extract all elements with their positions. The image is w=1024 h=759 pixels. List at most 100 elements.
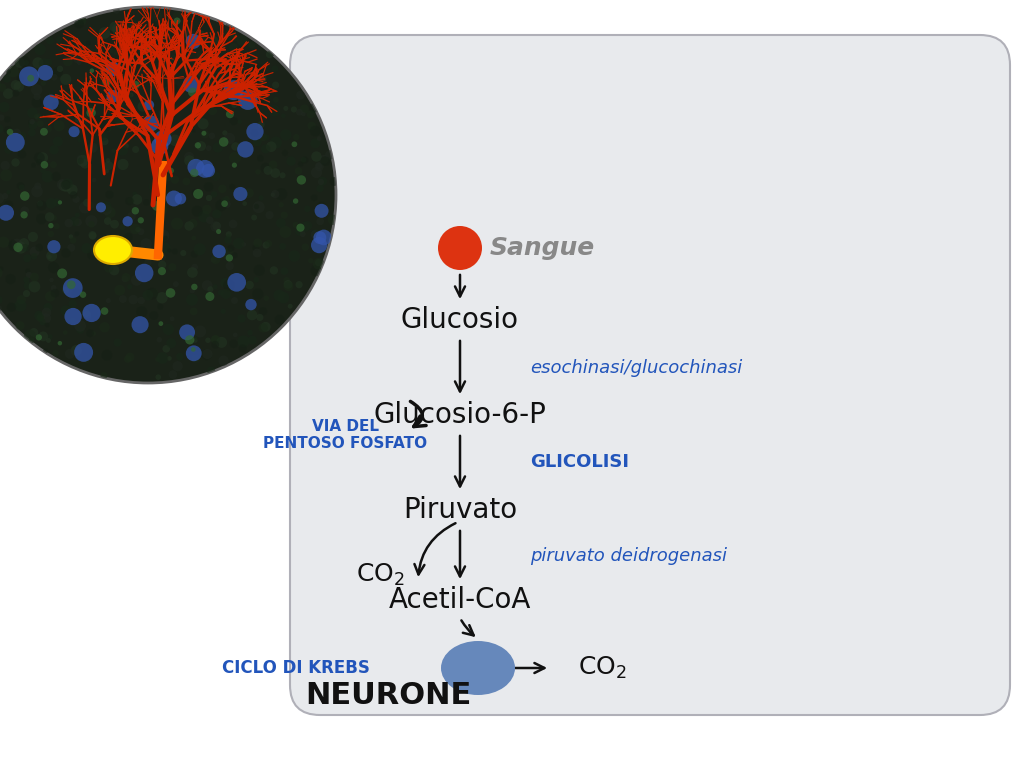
Circle shape xyxy=(31,186,43,197)
Circle shape xyxy=(173,282,179,287)
Circle shape xyxy=(238,119,242,124)
Circle shape xyxy=(132,194,142,205)
Circle shape xyxy=(185,335,195,345)
Circle shape xyxy=(318,177,327,186)
Circle shape xyxy=(171,218,183,230)
Circle shape xyxy=(79,202,91,213)
Circle shape xyxy=(213,222,221,230)
Circle shape xyxy=(251,215,257,220)
Circle shape xyxy=(53,223,59,229)
Circle shape xyxy=(185,345,202,361)
Circle shape xyxy=(13,128,20,137)
Circle shape xyxy=(310,265,322,276)
Circle shape xyxy=(147,115,160,126)
Circle shape xyxy=(316,218,324,225)
Circle shape xyxy=(227,273,246,291)
Circle shape xyxy=(187,267,198,278)
Circle shape xyxy=(4,200,13,209)
Circle shape xyxy=(155,20,161,26)
Circle shape xyxy=(60,305,71,316)
Circle shape xyxy=(4,145,12,154)
Circle shape xyxy=(118,145,128,156)
Circle shape xyxy=(239,90,257,110)
Circle shape xyxy=(167,121,171,124)
Circle shape xyxy=(14,65,18,70)
Circle shape xyxy=(258,74,266,83)
Circle shape xyxy=(261,322,270,332)
Circle shape xyxy=(69,300,77,308)
Circle shape xyxy=(80,159,89,168)
Circle shape xyxy=(151,72,156,77)
Circle shape xyxy=(24,254,31,263)
Circle shape xyxy=(266,51,273,58)
Circle shape xyxy=(106,261,113,266)
Circle shape xyxy=(87,248,98,260)
Circle shape xyxy=(188,124,194,128)
Circle shape xyxy=(300,105,309,113)
Circle shape xyxy=(176,353,183,361)
Circle shape xyxy=(202,131,207,136)
Circle shape xyxy=(30,328,38,337)
Circle shape xyxy=(77,156,82,159)
Circle shape xyxy=(7,65,18,77)
Circle shape xyxy=(29,338,35,343)
Circle shape xyxy=(48,231,54,237)
Circle shape xyxy=(14,241,27,254)
Circle shape xyxy=(222,131,227,136)
Circle shape xyxy=(24,282,32,290)
Circle shape xyxy=(182,178,190,185)
Circle shape xyxy=(115,116,123,125)
Circle shape xyxy=(91,246,101,257)
Circle shape xyxy=(7,303,16,312)
Circle shape xyxy=(119,295,127,303)
Circle shape xyxy=(13,81,24,92)
Circle shape xyxy=(185,34,201,49)
Circle shape xyxy=(258,121,264,128)
Circle shape xyxy=(67,184,78,195)
Circle shape xyxy=(202,164,215,178)
Circle shape xyxy=(269,266,279,275)
Circle shape xyxy=(92,178,96,182)
Circle shape xyxy=(150,311,159,320)
Circle shape xyxy=(197,51,206,59)
Circle shape xyxy=(254,204,259,209)
Circle shape xyxy=(31,163,36,168)
Circle shape xyxy=(168,168,174,174)
Circle shape xyxy=(158,254,166,262)
Circle shape xyxy=(86,329,94,337)
Circle shape xyxy=(58,181,70,191)
Circle shape xyxy=(131,275,142,285)
Circle shape xyxy=(3,74,11,83)
Circle shape xyxy=(166,191,182,206)
Circle shape xyxy=(0,266,3,271)
Circle shape xyxy=(38,65,53,80)
Circle shape xyxy=(164,172,172,181)
Circle shape xyxy=(259,134,267,141)
Circle shape xyxy=(293,134,299,140)
Circle shape xyxy=(152,21,164,33)
Circle shape xyxy=(92,115,103,126)
Circle shape xyxy=(253,238,262,247)
Circle shape xyxy=(38,332,48,342)
Circle shape xyxy=(103,217,112,225)
Circle shape xyxy=(18,56,30,68)
Circle shape xyxy=(223,82,233,92)
Circle shape xyxy=(50,161,57,168)
Circle shape xyxy=(47,93,56,101)
Circle shape xyxy=(311,229,321,238)
Circle shape xyxy=(140,238,152,250)
Circle shape xyxy=(328,215,338,225)
Circle shape xyxy=(28,231,38,242)
Circle shape xyxy=(296,224,304,231)
Circle shape xyxy=(112,149,116,153)
Circle shape xyxy=(284,281,294,291)
Circle shape xyxy=(296,281,303,288)
Circle shape xyxy=(319,155,329,164)
Circle shape xyxy=(36,334,42,341)
Circle shape xyxy=(307,110,315,118)
Circle shape xyxy=(315,162,323,169)
Circle shape xyxy=(131,126,136,131)
Circle shape xyxy=(146,30,155,38)
Circle shape xyxy=(86,41,90,46)
Circle shape xyxy=(88,221,94,228)
